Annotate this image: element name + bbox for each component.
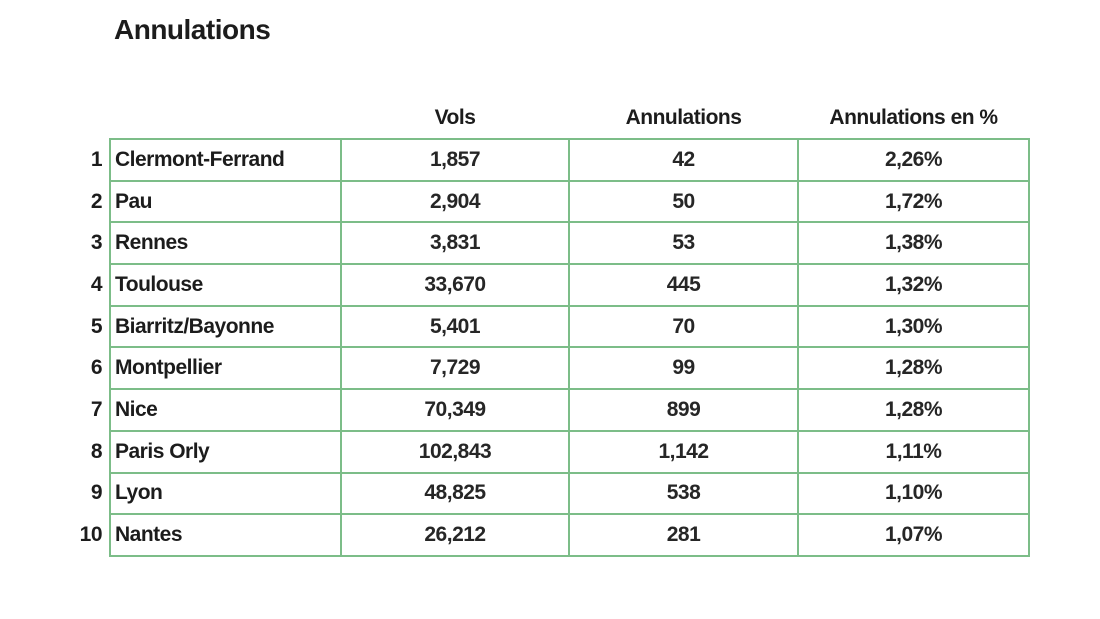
city-cell: Pau — [109, 179, 342, 224]
rank-cell: 2 — [90, 189, 103, 213]
city-cell: Montpellier — [109, 346, 342, 391]
vols-cell: 48,825 — [340, 471, 570, 516]
city-cell: Biarritz/Bayonne — [109, 304, 342, 349]
rank-cell: 6 — [90, 356, 103, 380]
pct-cell: 1,38% — [797, 221, 1030, 266]
vols-cell: 3,831 — [340, 221, 570, 266]
header-rank-spacer — [74, 102, 110, 139]
vols-cell: 7,729 — [340, 346, 570, 391]
pct-cell: 1,30% — [797, 304, 1030, 349]
table-row: 2 Pau 2,904 50 1,72% — [74, 179, 1030, 224]
vols-cell: 26,212 — [340, 513, 570, 557]
rank-cell: 9 — [90, 481, 103, 505]
pct-cell: 1,11% — [797, 429, 1030, 474]
page-title: Annulations — [114, 14, 271, 45]
pct-cell: 1,10% — [797, 471, 1030, 516]
annulations-cell: 445 — [568, 263, 799, 307]
table-row: 9 Lyon 48,825 538 1,10% — [74, 471, 1030, 516]
city-cell: Clermont-Ferrand — [109, 138, 342, 182]
vols-cell: 102,843 — [340, 429, 570, 474]
annulations-cell: 70 — [568, 304, 799, 349]
vols-cell: 2,904 — [340, 179, 570, 224]
rank-cell: 4 — [90, 272, 103, 296]
annulations-cell: 99 — [568, 346, 799, 391]
annulations-cell: 1,142 — [568, 429, 799, 474]
city-cell: Nice — [109, 388, 342, 432]
vols-cell: 5,401 — [340, 304, 570, 349]
pct-cell: 2,26% — [797, 138, 1030, 182]
table-row: 10 Nantes 26,212 281 1,07% — [74, 513, 1030, 557]
rank-cell: 1 — [90, 147, 103, 171]
vols-cell: 1,857 — [340, 138, 570, 182]
annulations-cell: 53 — [568, 221, 799, 266]
annulations-cell: 42 — [568, 138, 799, 182]
table-row: 3 Rennes 3,831 53 1,38% — [74, 221, 1030, 266]
table-row: 1 Clermont-Ferrand 1,857 42 2,26% — [74, 138, 1030, 182]
table-row: 6 Montpellier 7,729 99 1,28% — [74, 346, 1030, 391]
table-row: 4 Toulouse 33,670 445 1,32% — [74, 263, 1030, 307]
annulations-cell: 50 — [568, 179, 799, 224]
pct-cell: 1,32% — [797, 263, 1030, 307]
table-row: 7 Nice 70,349 899 1,28% — [74, 388, 1030, 432]
header-city-spacer — [110, 102, 341, 139]
pct-cell: 1,28% — [797, 346, 1030, 391]
annulations-cell: 899 — [568, 388, 799, 432]
rank-cell: 5 — [90, 314, 103, 338]
rank-cell: 7 — [90, 397, 103, 421]
pct-cell: 1,28% — [797, 388, 1030, 432]
city-cell: Toulouse — [109, 263, 342, 307]
rank-cell: 10 — [79, 523, 103, 547]
city-cell: Rennes — [109, 221, 342, 266]
city-cell: Paris Orly — [109, 429, 342, 474]
pct-cell: 1,07% — [797, 513, 1030, 557]
pct-cell: 1,72% — [797, 179, 1030, 224]
vols-cell: 70,349 — [340, 388, 570, 432]
annulations-cell: 538 — [568, 471, 799, 516]
city-cell: Lyon — [109, 471, 342, 516]
col-header-vols: Vols — [434, 106, 476, 129]
table-row: 8 Paris Orly 102,843 1,142 1,11% — [74, 429, 1030, 474]
vols-cell: 33,670 — [340, 263, 570, 307]
rank-cell: 3 — [90, 231, 103, 255]
col-header-annulations: Annulations — [625, 106, 742, 129]
rank-cell: 8 — [90, 439, 103, 463]
col-header-annulations-pct: Annulations en % — [829, 106, 998, 129]
annulations-cell: 281 — [568, 513, 799, 557]
header-row: Vols Annulations Annulations en % — [74, 102, 1029, 139]
table-row: 5 Biarritz/Bayonne 5,401 70 1,30% — [74, 304, 1030, 349]
annulations-table: Vols Annulations Annulations en % 1 Cler… — [74, 102, 1030, 557]
city-cell: Nantes — [109, 513, 342, 557]
